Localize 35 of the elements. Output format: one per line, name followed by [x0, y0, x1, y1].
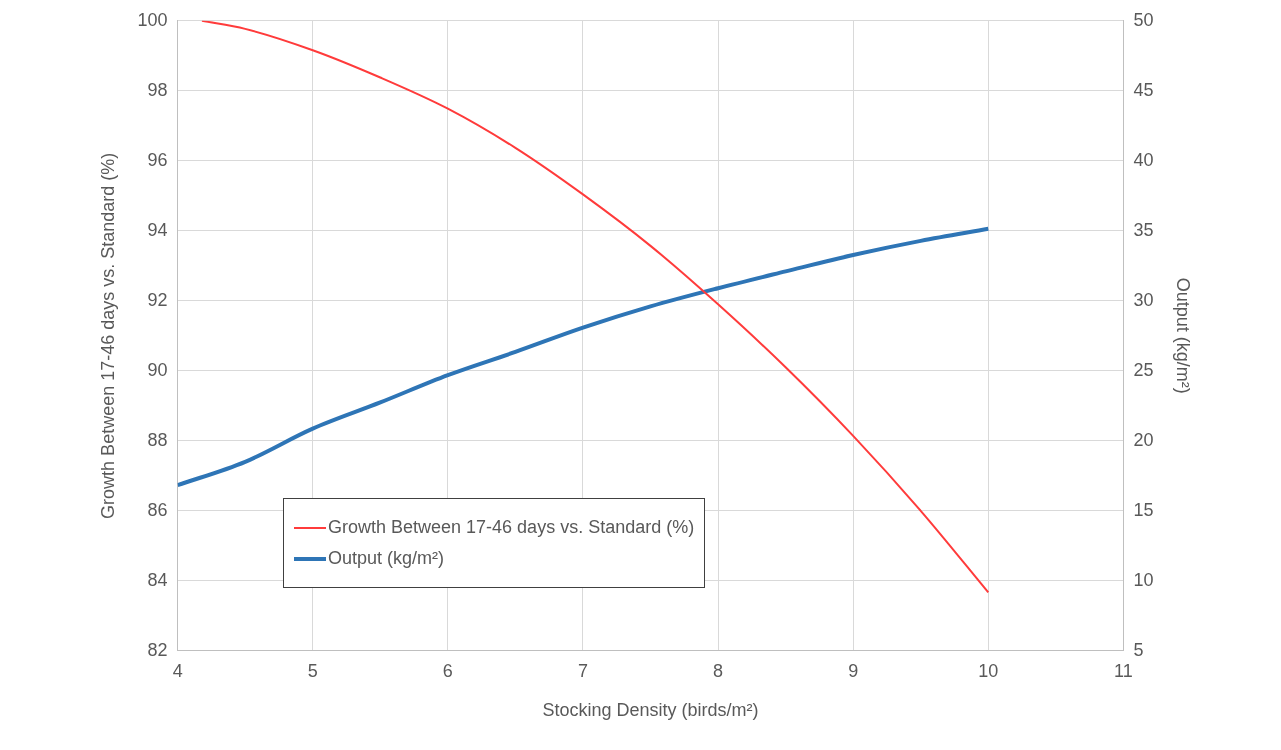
legend-label: Growth Between 17-46 days vs. Standard (%) [328, 517, 695, 538]
legend-label: Output (kg/m²) [328, 548, 445, 569]
y-tick-label: 94 [147, 219, 168, 240]
y2-tick-label: 10 [1133, 569, 1154, 590]
line-series [177, 226, 991, 488]
y2-tick-label: 45 [1133, 79, 1154, 100]
x-tick-label: 7 [577, 660, 588, 681]
y2-tick-label: 30 [1133, 289, 1154, 310]
y-tick-label: 100 [137, 9, 168, 30]
y2-tick-label: 40 [1133, 149, 1154, 170]
y2-tick-label: 35 [1133, 219, 1154, 240]
x-tick-label: 9 [848, 660, 859, 681]
y-tick-label: 84 [147, 569, 168, 590]
y-tick-label: 88 [147, 429, 168, 450]
x-tick-label: 11 [1114, 660, 1133, 681]
x-axis-title: Stocking Density (birds/m²) [542, 700, 759, 721]
y-tick-label: 82 [147, 639, 168, 660]
y2-tick-label: 50 [1133, 9, 1154, 30]
y2-tick-label: 5 [1133, 639, 1144, 660]
x-tick-label: 5 [307, 660, 318, 681]
x-tick-label: 8 [713, 660, 724, 681]
y-tick-label: 92 [147, 289, 168, 310]
y-tick-label: 86 [147, 499, 168, 520]
x-tick-label: 6 [442, 660, 453, 681]
x-tick-label: 4 [172, 660, 183, 681]
y-tick-label: 96 [147, 149, 168, 170]
y2-tick-label: 25 [1133, 359, 1154, 380]
line-series [200, 20, 990, 594]
y-axis-title: Growth Between 17-46 days vs. Standard (%) [97, 152, 118, 519]
y2-tick-label: 20 [1133, 429, 1154, 450]
y2-axis-title: Output (kg/m²) [1173, 277, 1194, 394]
y2-tick-label: 15 [1133, 499, 1154, 520]
y-tick-label: 98 [147, 79, 168, 100]
x-tick-label: 10 [978, 660, 999, 681]
y-tick-label: 90 [147, 359, 168, 380]
